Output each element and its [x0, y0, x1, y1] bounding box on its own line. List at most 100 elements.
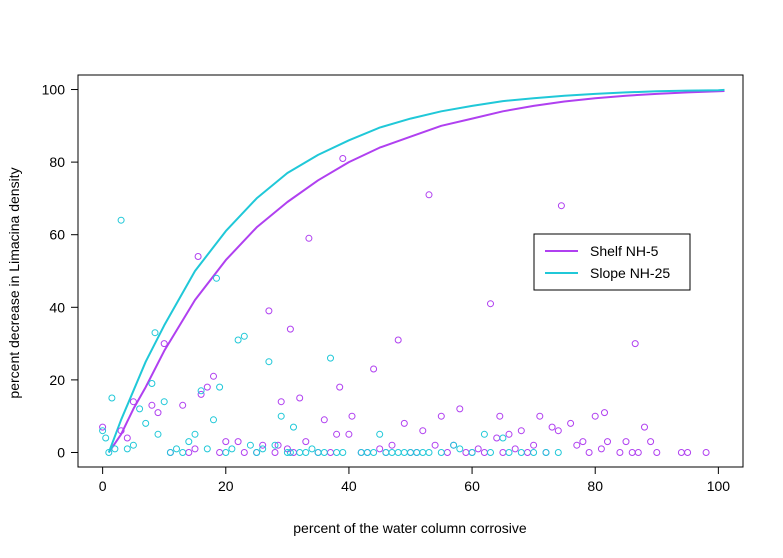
point-series-0: [194, 253, 202, 260]
point-series-1: [102, 434, 110, 442]
point-series-0: [634, 449, 642, 456]
point-series-0: [305, 234, 313, 242]
x-tick-label: 60: [464, 478, 480, 494]
x-tick-label: 100: [707, 478, 731, 494]
y-tick-label: 20: [49, 372, 65, 388]
point-series-1: [246, 441, 254, 449]
point-series-1: [425, 449, 433, 456]
point-series-0: [480, 449, 488, 456]
point-series-0: [684, 449, 692, 456]
point-series-1: [407, 449, 414, 456]
point-series-1: [437, 449, 445, 456]
point-series-1: [259, 445, 267, 453]
point-series-1: [480, 430, 488, 438]
point-series-1: [228, 445, 236, 453]
point-series-0: [524, 449, 531, 456]
point-series-0: [456, 405, 464, 413]
point-series-1: [394, 449, 402, 456]
point-series-1: [370, 449, 378, 456]
point-series-1: [296, 449, 304, 456]
point-series-1: [450, 441, 458, 449]
point-series-0: [99, 423, 107, 431]
point-series-1: [191, 430, 199, 438]
x-tick-label: 40: [341, 478, 357, 494]
point-series-0: [601, 409, 608, 417]
y-tick-label: 60: [49, 227, 65, 243]
point-series-1: [142, 419, 150, 427]
point-series-0: [702, 449, 710, 456]
point-series-0: [431, 441, 439, 449]
point-series-0: [185, 449, 193, 456]
point-series-1: [222, 449, 230, 456]
point-series-1: [339, 449, 347, 456]
point-series-0: [216, 449, 224, 456]
point-series-0: [505, 430, 513, 438]
point-series-1: [148, 380, 156, 387]
point-series-0: [259, 441, 267, 449]
point-series-0: [333, 430, 341, 438]
point-series-0: [517, 427, 525, 435]
point-series-1: [111, 445, 119, 453]
y-tick-label: 100: [42, 82, 66, 98]
x-tick-label: 80: [587, 478, 603, 494]
point-series-1: [388, 449, 396, 456]
point-series-0: [222, 438, 230, 446]
point-series-0: [117, 427, 125, 435]
point-series-1: [363, 449, 371, 456]
point-series-1: [117, 216, 125, 224]
point-series-0: [154, 409, 162, 417]
point-series-1: [129, 441, 137, 449]
point-series-1: [253, 449, 261, 456]
point-series-0: [160, 340, 168, 348]
point-series-0: [388, 441, 396, 449]
point-series-0: [345, 430, 353, 438]
point-series-0: [462, 449, 470, 456]
point-series-0: [628, 449, 636, 456]
point-series-1: [554, 449, 562, 456]
legend-box: [533, 233, 691, 291]
legend-label-shelf: Shelf NH-5: [590, 243, 659, 259]
point-series-0: [203, 383, 211, 391]
point-series-0: [554, 427, 562, 435]
point-series-1: [210, 416, 217, 424]
point-series-1: [400, 449, 408, 456]
point-series-1: [290, 423, 297, 431]
point-series-0: [339, 155, 347, 162]
point-series-0: [336, 383, 344, 391]
point-series-0: [567, 419, 575, 427]
point-series-0: [348, 412, 356, 420]
point-series-1: [468, 449, 476, 456]
y-tick-label: 0: [57, 444, 65, 460]
point-series-1: [314, 449, 322, 456]
curve-series-0: [107, 90, 725, 454]
point-series-1: [413, 449, 421, 456]
y-axis-label: percent decrease in Limacina density: [6, 167, 22, 398]
point-series-0: [511, 445, 519, 453]
point-series-0: [548, 423, 556, 431]
point-series-0: [653, 449, 661, 456]
point-series-0: [400, 419, 408, 427]
point-series-1: [333, 449, 341, 456]
y-axis: 0 20 40 60 80 100: [42, 82, 79, 460]
curve-series-1: [107, 88, 725, 453]
point-series-0: [240, 449, 248, 456]
point-series-0: [148, 401, 156, 409]
point-series-1: [357, 449, 365, 456]
point-series-0: [274, 441, 282, 449]
point-series-0: [191, 445, 199, 453]
point-series-0: [536, 412, 544, 420]
data-points: [99, 155, 710, 456]
point-series-1: [203, 445, 211, 453]
point-series-0: [585, 449, 593, 456]
point-series-0: [641, 423, 648, 431]
point-series-1: [265, 358, 273, 366]
legend-label-slope: Slope NH-25: [590, 265, 670, 281]
point-series-1: [286, 449, 294, 456]
y-tick-label: 40: [49, 299, 65, 315]
point-series-0: [591, 412, 599, 420]
point-series-1: [320, 449, 328, 456]
point-series-0: [123, 434, 131, 442]
point-series-0: [443, 449, 451, 456]
point-series-1: [197, 387, 205, 395]
